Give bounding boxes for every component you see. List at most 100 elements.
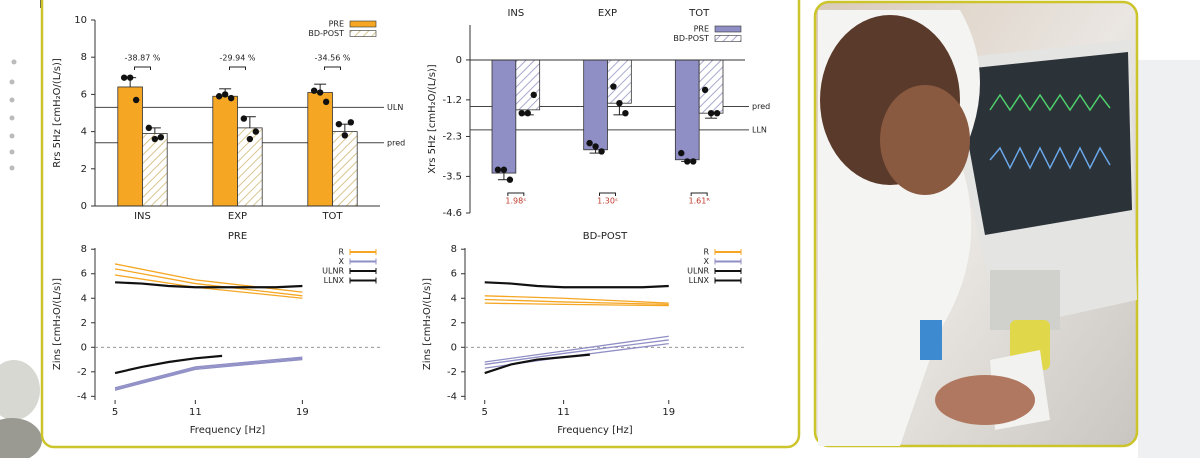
data-point — [518, 109, 525, 117]
chart-title: BD-POST — [583, 231, 628, 242]
bar — [117, 86, 143, 207]
data-point — [132, 96, 140, 104]
y-tick-label: 2 — [81, 318, 87, 329]
annotation-bracket — [229, 66, 246, 70]
side-panel — [1138, 60, 1200, 458]
series-line — [114, 358, 303, 391]
y-axis-label: Zins [cmH₂O/(L/s)] — [422, 278, 433, 370]
x-tick-label: 11 — [189, 407, 202, 418]
annotation-bracket — [507, 192, 525, 196]
legend-label: LLNX — [324, 276, 345, 285]
y-tick-label: 0 — [81, 342, 87, 353]
data-point — [586, 139, 593, 147]
data-point — [310, 87, 318, 94]
bar — [607, 59, 632, 104]
y-tick-label: 0 — [451, 342, 457, 353]
data-point — [592, 143, 599, 150]
y-tick-label: -4.6 — [442, 208, 462, 219]
legend-label: X — [704, 257, 710, 266]
data-point — [506, 176, 514, 183]
series-line — [484, 335, 669, 363]
y-axis-label: Zins [cmH₂O/(L/s)] — [52, 278, 63, 370]
data-point — [316, 89, 324, 96]
x-axis-label: Frequency [Hz] — [190, 425, 266, 436]
reference-label: pred — [387, 138, 405, 147]
y-tick-label: -4 — [447, 391, 457, 402]
data-point — [616, 99, 623, 107]
data-point — [701, 86, 709, 94]
x-tick-label: 11 — [557, 407, 570, 418]
annotation: 1.30ˢ — [597, 197, 618, 206]
data-point — [240, 115, 248, 122]
bar — [583, 59, 608, 151]
data-point — [215, 93, 223, 100]
x-tick-label: EXP — [598, 8, 617, 19]
data-point — [690, 158, 697, 165]
data-point — [151, 135, 159, 143]
y-axis-label: Xrs 5Hz [cmH₂O/(L/s)] — [427, 64, 438, 174]
annotation: 1.98ˢ — [505, 197, 526, 206]
y-tick-label: -2.3 — [442, 131, 462, 142]
data-point — [246, 135, 254, 143]
y-tick-label: 4 — [81, 127, 87, 138]
annotation-bracket — [690, 192, 708, 196]
data-point — [221, 91, 229, 98]
annotation: -34.56 % — [315, 54, 351, 63]
x-tick-label: TOT — [688, 8, 710, 19]
legend-label: PRE — [694, 25, 709, 34]
legend-label: BD-POST — [308, 29, 344, 38]
y-tick-label: 8 — [81, 244, 87, 255]
series-line — [484, 281, 669, 289]
legend-label: R — [703, 248, 709, 257]
y-tick-label: 8 — [81, 52, 87, 63]
y-tick-label: 6 — [81, 89, 87, 100]
x-tick-label: INS — [134, 211, 151, 222]
y-tick-label: 0 — [456, 55, 462, 66]
y-tick-label: -1.2 — [442, 95, 462, 106]
y-tick-label: 10 — [74, 15, 87, 26]
data-point — [684, 158, 691, 165]
y-tick-label: -2 — [447, 367, 457, 378]
data-point — [500, 166, 508, 173]
data-point — [157, 133, 165, 141]
y-tick-label: 4 — [451, 293, 457, 304]
x-tick-label: 19 — [296, 407, 309, 418]
legend-label: X — [339, 257, 345, 266]
legend-label: BD-POST — [673, 34, 709, 43]
legend-swatch — [714, 25, 742, 33]
y-axis-label: Rrs 5Hz [cmH₂O/(L/s)] — [52, 58, 63, 168]
legend-label: LLNX — [689, 276, 710, 285]
annotation: -38.87 % — [125, 54, 161, 63]
bar — [212, 95, 238, 207]
legend-swatch — [714, 35, 742, 42]
data-point — [227, 94, 235, 102]
annotation: -29.94 % — [220, 54, 256, 63]
annotation: 1.61ᴿ — [689, 197, 711, 206]
annotation-bracket — [134, 66, 151, 70]
reference-label: ULN — [387, 103, 403, 112]
data-point — [322, 98, 330, 106]
bar — [142, 133, 168, 207]
data-point — [126, 74, 134, 81]
data-point — [341, 132, 349, 139]
y-tick-label: -4 — [77, 391, 87, 402]
y-tick-label: 6 — [451, 269, 457, 280]
series-line — [114, 268, 303, 297]
annotation-bracket — [324, 66, 341, 70]
bar — [674, 59, 700, 161]
data-point — [610, 83, 617, 90]
bar — [515, 59, 541, 111]
data-point — [707, 109, 715, 117]
data-point — [347, 119, 355, 126]
photo — [813, 0, 1139, 448]
data-point — [678, 149, 685, 157]
series-line — [484, 353, 590, 375]
series-line — [114, 356, 303, 389]
left-decoration — [0, 59, 42, 458]
y-tick-label: 2 — [81, 164, 87, 175]
data-point — [713, 109, 721, 117]
series-line — [484, 339, 669, 366]
data-point — [145, 124, 153, 132]
data-point — [524, 109, 531, 117]
